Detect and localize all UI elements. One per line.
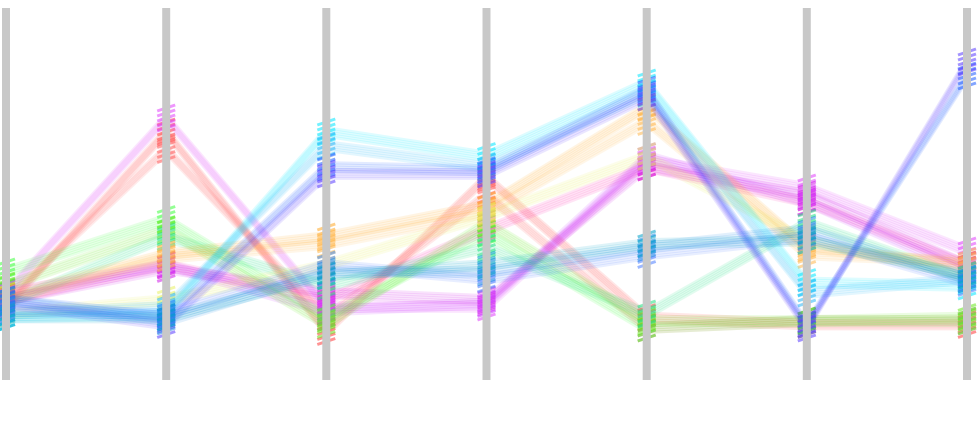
axis-3[interactable] (482, 8, 491, 380)
axis-5[interactable] (802, 8, 811, 380)
axis-6[interactable] (963, 8, 971, 380)
axis-1[interactable] (162, 8, 171, 380)
axes-layer (2, 8, 971, 380)
axis-2[interactable] (322, 8, 331, 380)
axis-0[interactable] (2, 8, 10, 380)
axis-4[interactable] (642, 8, 651, 380)
